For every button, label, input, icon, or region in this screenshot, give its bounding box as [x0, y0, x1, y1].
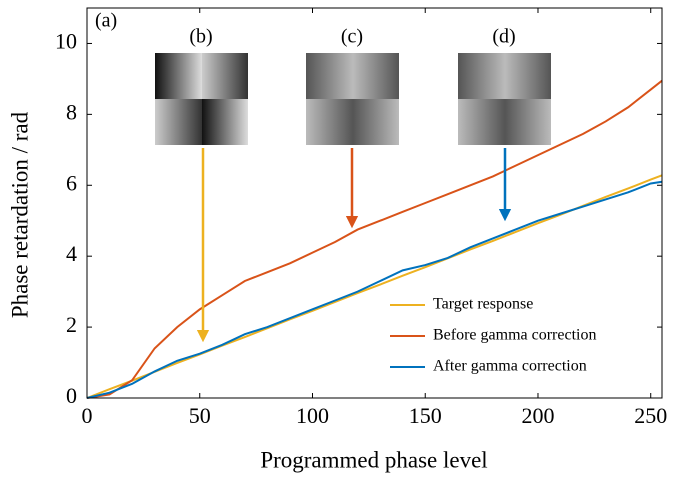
y-tick-label: 2 — [66, 312, 77, 337]
x-tick-label: 50 — [189, 403, 211, 428]
y-axis-label: Phase retardation / rad — [7, 111, 32, 318]
x-tick-label: 200 — [521, 403, 554, 428]
annotation: (a) — [95, 10, 117, 32]
y-tick-label: 6 — [66, 170, 77, 195]
annotation: (d) — [492, 26, 515, 48]
annotation: (c) — [341, 26, 363, 48]
inset-c — [306, 53, 399, 145]
x-tick-label: 250 — [634, 403, 667, 428]
x-tick-label: 100 — [296, 403, 329, 428]
y-tick-label: 8 — [66, 99, 77, 124]
x-tick-label: 150 — [409, 403, 442, 428]
x-axis-label: Programmed phase level — [260, 447, 487, 472]
inset-d — [458, 53, 551, 145]
inset-b — [155, 53, 248, 145]
chart: (a) (b) (c) (d) Programmed phase level P… — [0, 0, 676, 477]
y-tick-label: 10 — [55, 29, 77, 54]
y-tick-label: 4 — [66, 241, 77, 266]
legend-label: After gamma correction — [433, 358, 587, 375]
legend-label: Before gamma correction — [433, 327, 596, 344]
x-tick-label: 0 — [82, 403, 93, 428]
legend-label: Target response — [433, 296, 533, 313]
annotation: (b) — [189, 26, 212, 48]
y-tick-label: 0 — [66, 383, 77, 408]
